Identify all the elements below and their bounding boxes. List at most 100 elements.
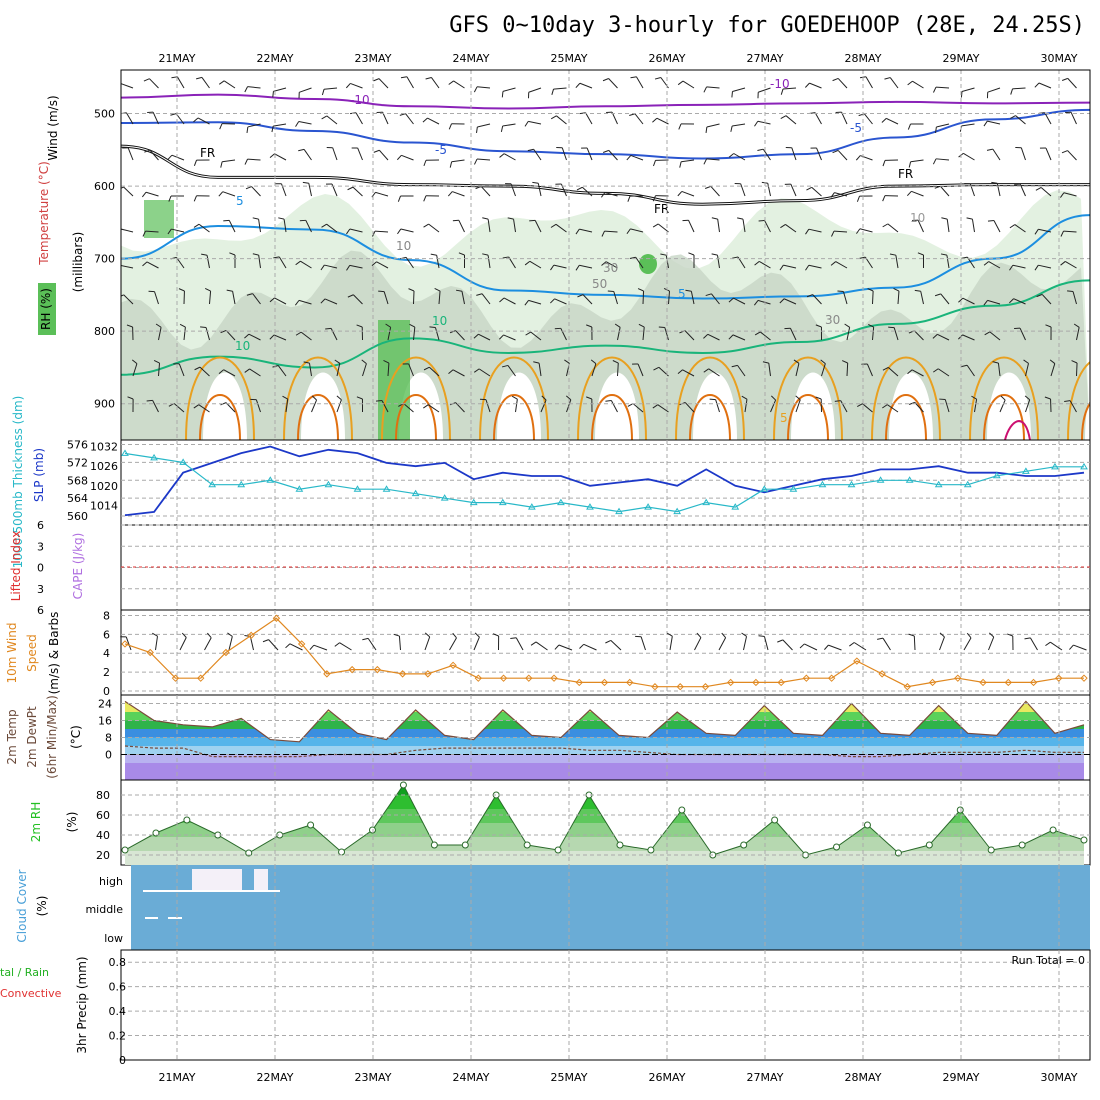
wind-barb bbox=[759, 260, 771, 269]
wind-barb-flag bbox=[550, 264, 555, 271]
wind-barb bbox=[326, 223, 338, 233]
date-label-top: 24MAY bbox=[453, 52, 490, 65]
wind-barb-flag bbox=[325, 327, 332, 330]
wind-speed-marker bbox=[1029, 678, 1038, 687]
wind-barb bbox=[961, 123, 975, 127]
wind-barb bbox=[937, 333, 950, 341]
temp-tick-label: 8 bbox=[105, 732, 112, 745]
thickness-marker bbox=[382, 485, 391, 492]
wind-barb bbox=[732, 334, 746, 341]
rh-marker bbox=[740, 841, 748, 849]
temp-band bbox=[125, 737, 1084, 746]
wind-barb-flag bbox=[167, 154, 173, 160]
wind-barb-flag bbox=[855, 155, 861, 161]
wind-barb-flag bbox=[320, 264, 325, 271]
wind-barb-flag bbox=[181, 632, 187, 638]
wind-barb-flag bbox=[356, 396, 363, 400]
pressure-tick-label: 800 bbox=[94, 325, 115, 338]
temp-tick-label: 0 bbox=[105, 749, 112, 762]
wind-barb bbox=[804, 643, 818, 651]
wind-tick-label: 0 bbox=[103, 685, 110, 698]
wind-barb-flag bbox=[884, 77, 891, 80]
wind-barb-flag bbox=[799, 643, 805, 649]
wind-barb bbox=[997, 363, 1001, 377]
thickness-marker bbox=[934, 480, 943, 488]
wind-barb-flag bbox=[679, 161, 682, 168]
wind-barb bbox=[630, 228, 644, 233]
wind-barb bbox=[591, 363, 597, 377]
wind-barb-flag bbox=[868, 323, 874, 328]
wind-barb bbox=[252, 293, 261, 305]
wind-barb bbox=[255, 399, 261, 413]
rh-dry-bubble bbox=[889, 372, 933, 440]
wind-barb bbox=[387, 327, 392, 341]
wind-barb bbox=[706, 86, 720, 89]
wind-barb-flag bbox=[793, 359, 800, 364]
wind-barb bbox=[289, 643, 303, 651]
wind-barb-flag bbox=[447, 191, 453, 197]
wind-barb-flag bbox=[753, 300, 759, 306]
wind-barb-flag bbox=[626, 155, 632, 161]
wind-barb bbox=[783, 298, 797, 305]
wind-barb bbox=[946, 255, 950, 269]
thickness-marker bbox=[992, 471, 1001, 479]
wind-barb bbox=[910, 159, 924, 163]
wind-barb bbox=[682, 80, 695, 89]
wind-barb-flag bbox=[423, 195, 427, 202]
wind-barb-flag bbox=[1044, 396, 1051, 400]
minmax-axis-label: (6hr Min/Max) bbox=[45, 695, 59, 779]
wind-barb-flag bbox=[193, 404, 200, 409]
wind-barb bbox=[145, 230, 159, 233]
wind-barb bbox=[944, 399, 950, 413]
wind-barb bbox=[298, 121, 312, 125]
wind-barb-flag bbox=[908, 161, 912, 168]
wind-barb-flag bbox=[653, 366, 660, 371]
wind-barb-flag bbox=[601, 261, 607, 266]
wind-barb-flag bbox=[564, 359, 570, 364]
date-label-bottom: 22MAY bbox=[257, 1071, 294, 1084]
rh-marker bbox=[647, 846, 655, 854]
wind-barb-flag bbox=[117, 265, 120, 270]
wind-barb-flag bbox=[856, 228, 861, 234]
wind-speed-marker bbox=[121, 640, 129, 648]
wind-speed-marker bbox=[398, 670, 407, 678]
wind-barb-flag bbox=[830, 192, 835, 198]
rh-tick-label: 20 bbox=[96, 849, 110, 862]
wind-barb bbox=[887, 367, 899, 377]
wind-barb bbox=[768, 363, 771, 377]
wind-barb-flag bbox=[1061, 150, 1068, 154]
wind-barb-flag bbox=[779, 264, 784, 271]
rh-marker bbox=[1049, 826, 1057, 834]
dewpoint-line bbox=[124, 745, 1084, 758]
wind-barb bbox=[176, 76, 185, 89]
wind-barb-flag bbox=[425, 76, 432, 80]
wind-barb-flag bbox=[939, 632, 945, 638]
date-label-bottom: 28MAY bbox=[845, 1071, 882, 1084]
wind-barb bbox=[152, 400, 159, 413]
rh-band bbox=[125, 795, 1084, 809]
wind-barb bbox=[1012, 87, 1026, 90]
wind-barb-flag bbox=[278, 217, 285, 220]
wind-barb-flag bbox=[269, 297, 275, 303]
wind-barb bbox=[553, 264, 567, 269]
wind-barb-flag bbox=[934, 185, 941, 189]
wind-barb bbox=[690, 291, 695, 305]
wind-barb-flag bbox=[696, 632, 702, 638]
wind-barb bbox=[682, 369, 695, 377]
wind-barb bbox=[1038, 82, 1052, 89]
wind-barb bbox=[398, 636, 401, 651]
wind-barb bbox=[1015, 115, 1026, 125]
date-label-top: 29MAY bbox=[943, 52, 980, 65]
wind-barb-flag bbox=[346, 265, 351, 271]
wind-barb bbox=[966, 364, 975, 377]
wind-barb bbox=[853, 642, 867, 651]
wind-barb-flag bbox=[731, 91, 733, 98]
wind-barb-flag bbox=[1073, 323, 1080, 328]
wind-barb-flag bbox=[347, 186, 354, 191]
wind-barb bbox=[375, 191, 389, 197]
thickness-marker bbox=[121, 449, 129, 456]
wind-barb bbox=[664, 327, 669, 341]
wind-barb-flag bbox=[882, 223, 889, 228]
wind-barb-flag bbox=[476, 126, 478, 133]
wind-barb-flag bbox=[524, 121, 529, 127]
